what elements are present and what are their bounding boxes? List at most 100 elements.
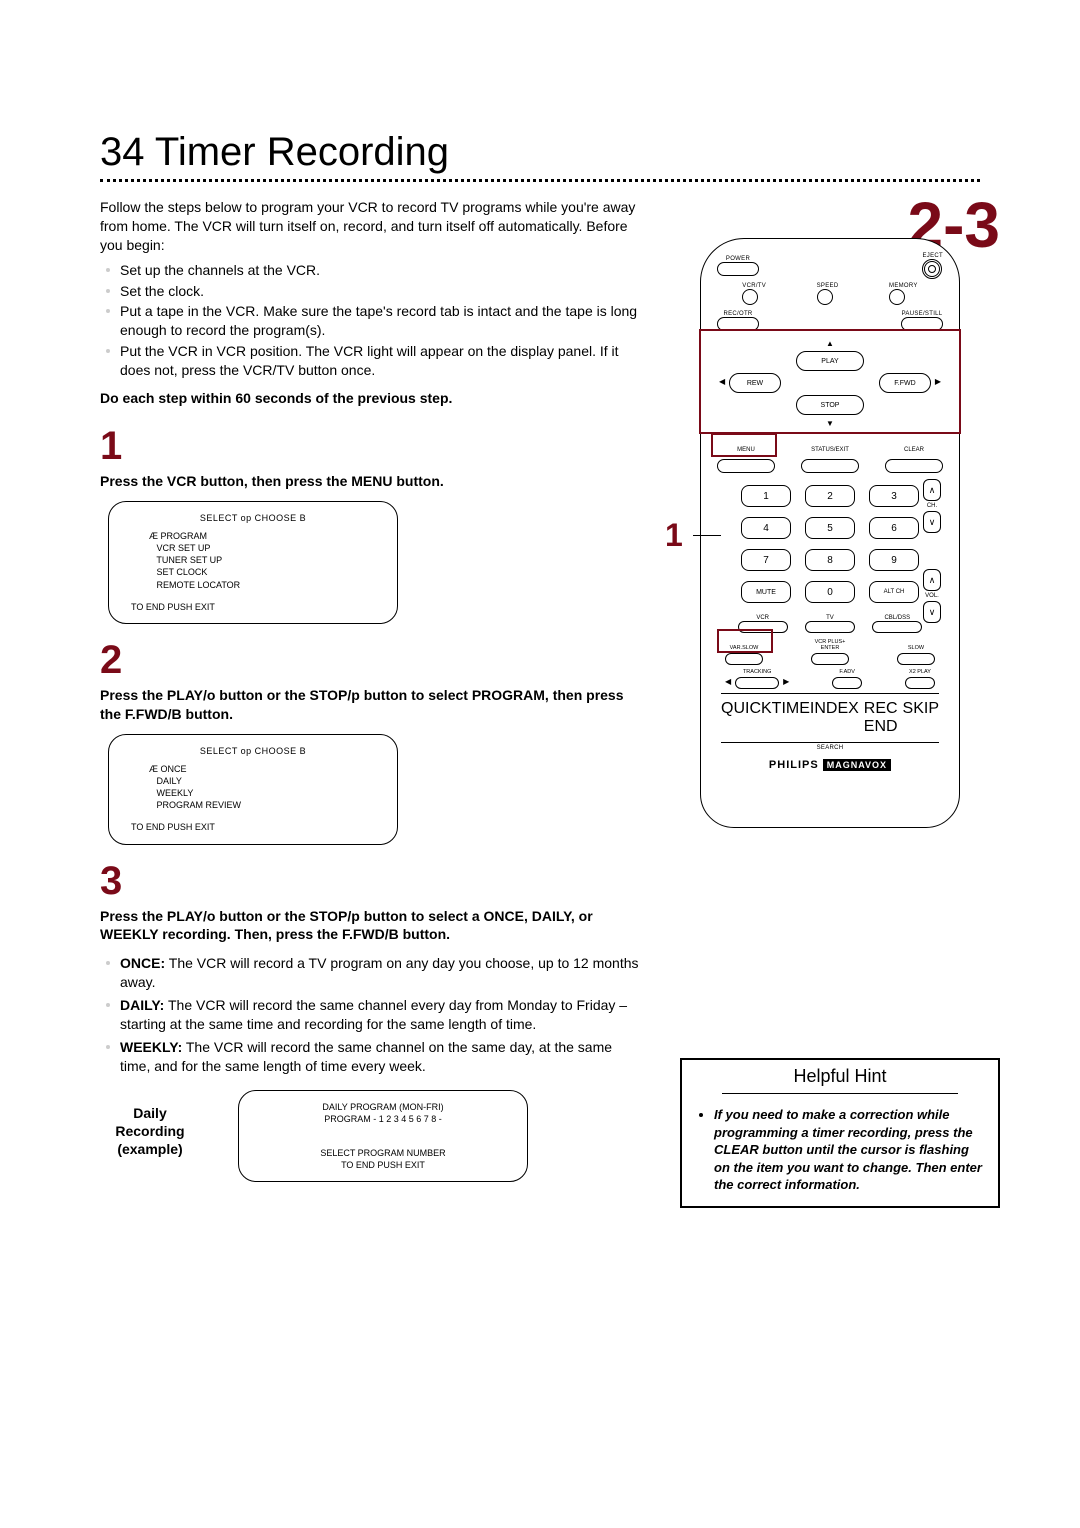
hint-title: Helpful Hint: [722, 1060, 958, 1094]
search-row: QUICK TIME INDEX REC END SKIP: [721, 693, 939, 743]
vol-up-button[interactable]: ∧: [923, 569, 941, 591]
vcrtv-button[interactable]: [742, 289, 758, 305]
vol-label: VOL.: [923, 593, 941, 599]
tv-button[interactable]: [805, 621, 855, 633]
osd-panel-example: DAILY PROGRAM (MON-FRI) PROGRAM - 1 2 3 …: [238, 1090, 528, 1183]
vcrplus-button[interactable]: [811, 653, 849, 665]
prerequisite-list: Set up the channels at the VCR. Set the …: [100, 261, 640, 380]
eject-label: EJECT: [922, 253, 943, 259]
recotr-label: REC/OTR: [717, 311, 759, 317]
hint-body: If you need to make a correction while p…: [682, 1094, 998, 1206]
osd-line: TUNER SET UP: [149, 554, 381, 566]
speed-label: SPEED: [817, 283, 839, 289]
key-8[interactable]: 8: [805, 549, 855, 571]
step-3: 3 Press the PLAY/o button or the STOP/p …: [100, 861, 640, 1183]
ch-down-button[interactable]: ∨: [923, 511, 941, 533]
slow-label: SLOW: [897, 645, 935, 651]
memory-button[interactable]: [889, 289, 905, 305]
clear-button[interactable]: [885, 459, 943, 473]
example-row: Daily Recording (example) DAILY PROGRAM …: [100, 1090, 640, 1183]
osd-panel-1: SELECT op CHOOSE B Æ PROGRAM VCR SET UP …: [108, 501, 398, 624]
fadv-button[interactable]: [832, 677, 862, 689]
intro-text: Follow the steps below to program your V…: [100, 198, 640, 255]
key-6[interactable]: 6: [869, 517, 919, 539]
speed-button[interactable]: [817, 289, 833, 305]
key-2[interactable]: 2: [805, 485, 855, 507]
key-4[interactable]: 4: [741, 517, 791, 539]
list-item: Set up the channels at the VCR.: [112, 261, 640, 280]
instructions-column: Follow the steps below to program your V…: [100, 198, 640, 1208]
fadv-label: F.ADV: [832, 669, 862, 675]
timing-note: Do each step within 60 seconds of the pr…: [100, 390, 640, 406]
stop-button[interactable]: STOP: [796, 395, 864, 415]
list-item: Put the VCR in VCR position. The VCR lig…: [112, 342, 640, 380]
x2-label: X2 PLAY: [905, 669, 935, 675]
step-number: 2: [100, 640, 640, 680]
key-1[interactable]: 1: [741, 485, 791, 507]
step-instruction: Press the VCR button, then press the MEN…: [100, 472, 640, 491]
type-text: The VCR will record the same channel on …: [120, 1039, 612, 1074]
type-label: WEEKLY:: [120, 1039, 182, 1055]
step-number: 3: [100, 861, 640, 901]
list-item: Put a tape in the VCR. Make sure the tap…: [112, 302, 640, 340]
type-text: The VCR will record the same channel eve…: [120, 997, 627, 1032]
up-arrow-icon: ▲: [826, 339, 834, 348]
slow-button[interactable]: [897, 653, 935, 665]
varslow-button[interactable]: [725, 653, 763, 665]
index-label: INDEX: [810, 700, 859, 718]
example-label: Daily Recording (example): [100, 1090, 200, 1159]
tracking-button[interactable]: [735, 677, 779, 689]
ch-label: CH.: [923, 503, 941, 509]
brand-philips: PHILIPS: [769, 759, 819, 771]
list-item: Set the clock.: [112, 282, 640, 301]
power-button[interactable]: [717, 262, 759, 276]
rew-button[interactable]: REW: [729, 373, 781, 393]
altch-button[interactable]: ALT CH: [869, 581, 919, 603]
x2-button[interactable]: [905, 677, 935, 689]
type-label: DAILY:: [120, 997, 164, 1013]
menu-button[interactable]: [717, 459, 775, 473]
mute-button[interactable]: MUTE: [741, 581, 791, 603]
tracking-label: TRACKING: [725, 669, 789, 675]
osd-line: Æ PROGRAM: [149, 530, 381, 542]
osd-header: SELECT op CHOOSE B: [125, 512, 381, 524]
step-number: 1: [100, 426, 640, 466]
key-9[interactable]: 9: [869, 549, 919, 571]
transport-controls: ▲ PLAY ◀ REW F.FWD ▶ STOP ▼: [717, 339, 943, 439]
status-label: STATUS/EXIT: [801, 447, 859, 453]
osd-line: VCR SET UP: [149, 542, 381, 554]
time-label: TIME: [772, 700, 810, 718]
helpful-hint-box: Helpful Hint If you need to make a corre…: [680, 1058, 1000, 1208]
step-instruction: Press the PLAY/o button or the STOP/p bu…: [100, 907, 640, 945]
osd-line: PROGRAM - 1 2 3 4 5 6 7 8 -: [255, 1113, 511, 1125]
list-item: ONCE: The VCR will record a TV program o…: [112, 954, 640, 992]
type-text: The VCR will record a TV program on any …: [120, 955, 639, 990]
osd-line: Æ ONCE: [149, 763, 381, 775]
vol-down-button[interactable]: ∨: [923, 601, 941, 623]
eject-button[interactable]: [922, 259, 942, 279]
step-1: 1 Press the VCR button, then press the M…: [100, 426, 640, 624]
key-5[interactable]: 5: [805, 517, 855, 539]
recend-label: REC END: [859, 700, 903, 736]
type-label: ONCE:: [120, 955, 165, 971]
cbl-button[interactable]: [872, 621, 922, 633]
title-divider: [100, 179, 980, 182]
recording-types-list: ONCE: The VCR will record a TV program o…: [100, 954, 640, 1075]
pause-label: PAUSE/STILL: [901, 311, 943, 317]
status-button[interactable]: [801, 459, 859, 473]
ch-up-button[interactable]: ∧: [923, 479, 941, 501]
hint-text: If you need to make a correction while p…: [714, 1106, 982, 1194]
ffwd-button[interactable]: F.FWD: [879, 373, 931, 393]
page-title: 34 Timer Recording: [100, 130, 980, 175]
key-7[interactable]: 7: [741, 549, 791, 571]
osd-line: DAILY: [149, 775, 381, 787]
play-button[interactable]: PLAY: [796, 351, 864, 371]
remote-control-diagram: 1 POWER EJECT VCR/TV SPEED MEMORY REC/OT…: [700, 238, 960, 828]
key-3[interactable]: 3: [869, 485, 919, 507]
vcrtv-label: VCR/TV: [742, 283, 766, 289]
key-0[interactable]: 0: [805, 581, 855, 603]
osd-line: REMOTE LOCATOR: [149, 579, 381, 591]
osd-line: DAILY PROGRAM (MON-FRI): [255, 1101, 511, 1113]
memory-label: MEMORY: [889, 283, 918, 289]
osd-footer: TO END PUSH EXIT: [125, 821, 381, 833]
